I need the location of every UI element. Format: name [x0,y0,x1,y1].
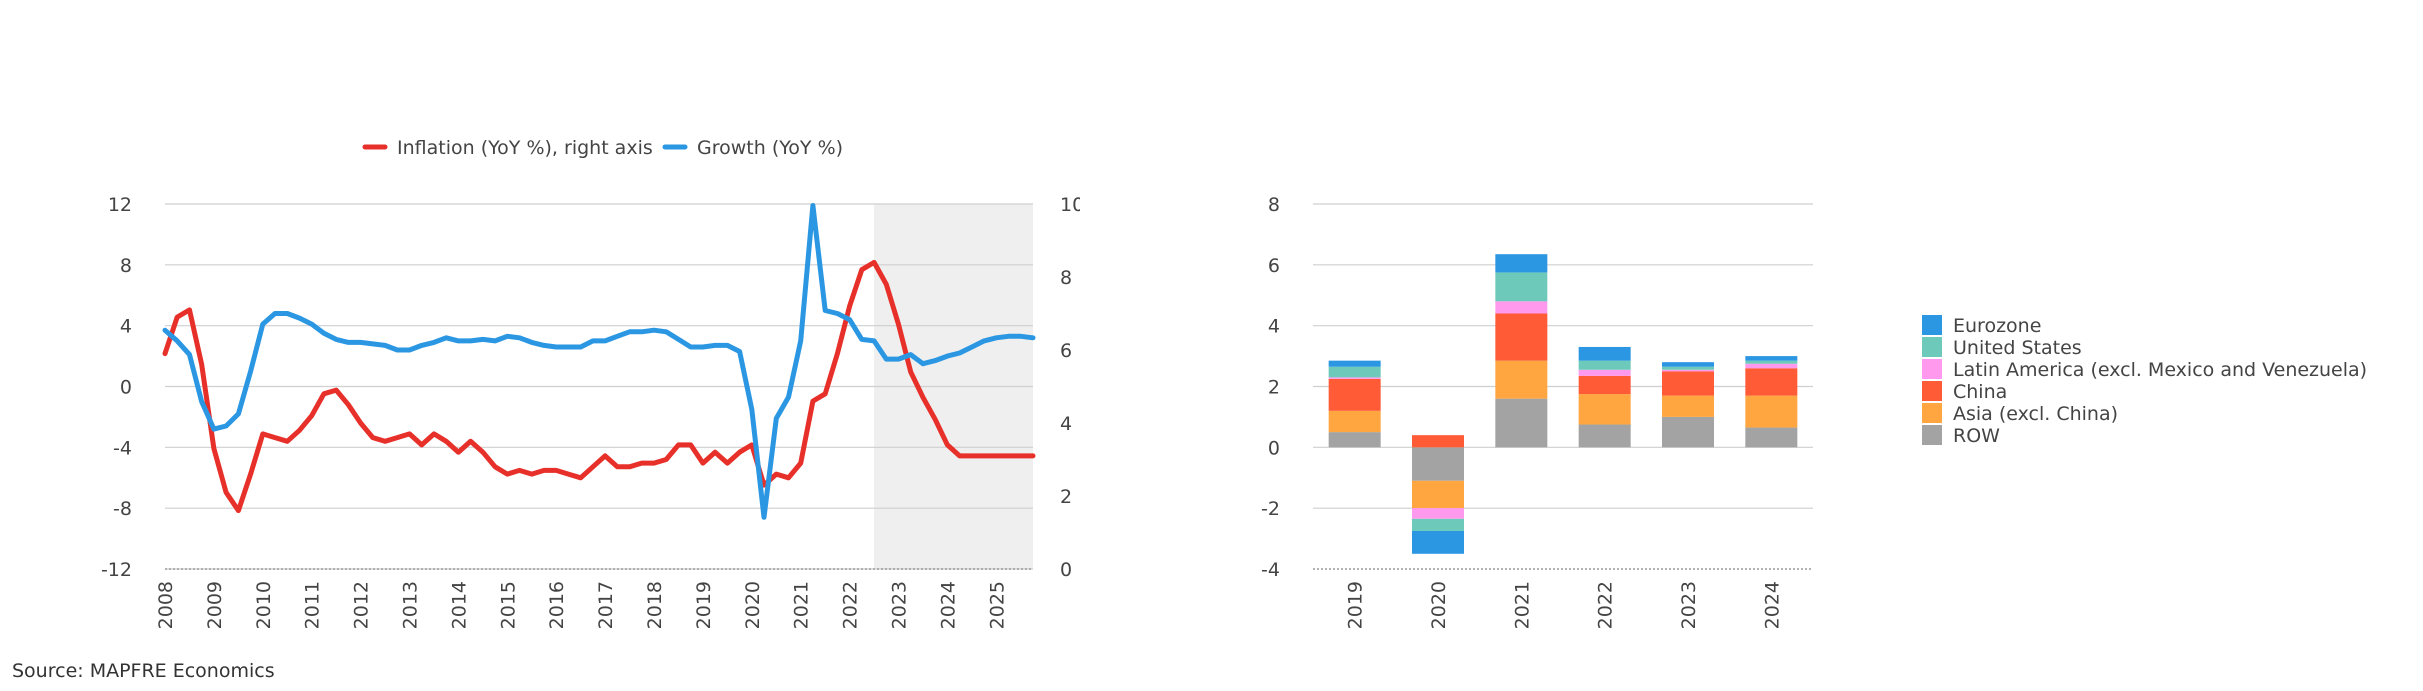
bar-segment [1412,508,1464,519]
x-axis-tick-label: 2019 [1345,581,1367,629]
y-axis-tick-label: 2 [1268,377,1280,399]
bar-segment [1495,254,1548,273]
bar-segment [1328,377,1381,379]
x-axis-tick-label: 2020 [1428,581,1450,629]
bar-segment [1328,432,1381,448]
x-axis-tick-label: 2016 [546,581,568,629]
x-axis-tick-label: 2024 [937,581,959,629]
bar-segment [1745,356,1798,361]
bar-segment [1495,301,1548,314]
bar-segment [1412,480,1464,509]
legend-swatch [1922,403,1942,423]
x-axis-tick-label: 2023 [889,581,911,629]
right-axis-tick-label: 4 [1060,413,1072,435]
x-axis-tick-label: 2010 [253,581,275,629]
legend-swatch [1922,425,1942,445]
right-axis-tick-label: 6 [1060,340,1072,362]
bar-segment [1412,518,1464,531]
growth-contribution-bar-chart: 8 6 4 2 0 -2 -4 2019 2020 2021 2022 2023 2024 Eurozon… [1261,194,2367,629]
x-axis-tick-label: 2009 [204,581,226,629]
x-axis-tick-label: 2021 [1511,581,1533,629]
bar-segment [1495,360,1548,399]
legend-label: Growth (YoY %) [697,137,843,159]
legend-label: Latin America (excl. Mexico and Venezuel… [1953,359,2367,381]
bar-segment [1578,424,1631,448]
bar-segment [1662,366,1714,370]
y-axis-tick-label: 8 [1268,194,1280,216]
x-axis-tick-label: 2022 [840,581,862,629]
left-axis-tick-label: -8 [113,498,132,520]
right-axis-tick-label: 10 [1060,194,1080,216]
x-axis-tick-label: 2019 [693,581,715,629]
growth-series-line [162,203,1036,520]
bar-segment [1745,427,1798,448]
bar-segment [1495,313,1548,361]
bar-segment [1328,366,1381,378]
bar-segment [1412,435,1464,448]
left-axis-tick-label: 12 [108,194,132,216]
bar-segment [1578,369,1631,376]
inflation-series-line [162,259,1036,514]
y-axis-tick-label: -4 [1261,559,1280,581]
bar-segment [1745,360,1798,364]
bar-segment [1412,447,1464,481]
y-axis-tick-label: 4 [1268,316,1280,338]
y-axis-tick-label: 6 [1268,255,1280,277]
bar-segment [1495,398,1548,448]
left-axis-tick-label: 0 [120,377,132,399]
legend-label: Inflation (YoY %), right axis [397,137,653,159]
bar-segment [1662,362,1714,367]
x-axis-tick-label: 2021 [791,581,813,629]
left-axis-tick-label: -4 [113,437,132,459]
bar-segment [1578,375,1631,395]
bar-segment [1662,416,1714,448]
left-axis-tick-label: 4 [120,316,132,338]
x-axis-tick-label: 2020 [742,581,764,629]
legend-swatch [1922,381,1942,401]
bar-segment [1328,410,1381,433]
bar-segment [1662,369,1714,372]
x-axis-tick-label: 2014 [448,581,470,629]
right-axis-tick-label: 2 [1060,486,1072,508]
legend-label: China [1953,381,2007,403]
x-axis-tick-label: 2017 [595,581,617,629]
bar-segment [1745,395,1798,428]
x-axis-tick-label: 2024 [1761,581,1783,629]
growth-inflation-line-chart: 12 8 4 0 -4 -8 -12 10 8 6 4 2 0 2008 2009 2010 2011 2012 2… [101,137,1080,629]
bar-segment [1578,394,1631,425]
bar-segment [1662,371,1714,396]
legend-swatch [1922,315,1942,335]
x-axis-tick-label: 2023 [1678,581,1700,629]
left-axis-tick-label: 8 [120,255,132,277]
y-axis-tick-label: 0 [1268,437,1280,459]
x-axis-tick-label: 2018 [644,581,666,629]
x-axis-tick-label: 2011 [302,581,324,629]
legend-swatch [1922,359,1942,379]
bar-segment [1578,360,1631,370]
bar-segment [1495,272,1548,302]
bar-segment [1412,530,1464,554]
bar-segment [1328,360,1381,367]
left-axis-tick-label: -12 [101,559,132,581]
legend-swatch [1922,337,1942,357]
bar-segment [1328,378,1381,411]
legend-label: Asia (excl. China) [1953,403,2118,425]
right-axis-tick-label: 8 [1060,267,1072,289]
bar-segment [1745,368,1798,396]
x-axis-tick-label: 2012 [351,581,373,629]
x-axis-tick-label: 2008 [155,581,177,629]
legend-label: ROW [1953,425,2000,447]
bar-segment [1578,346,1631,361]
right-axis-tick-label: 0 [1060,559,1072,581]
x-axis-tick-label: 2025 [986,581,1008,629]
legend-label: Eurozone [1953,315,2041,337]
x-axis-tick-label: 2013 [400,581,422,629]
bar-segment [1745,363,1798,369]
x-axis-tick-label: 2022 [1595,581,1617,629]
y-axis-tick-label: -2 [1261,498,1280,520]
bar-segment [1662,395,1714,417]
legend-label: United States [1953,337,2082,359]
x-axis-tick-label: 2015 [497,581,519,629]
source-note: Source: MAPFRE Economics [12,660,275,682]
